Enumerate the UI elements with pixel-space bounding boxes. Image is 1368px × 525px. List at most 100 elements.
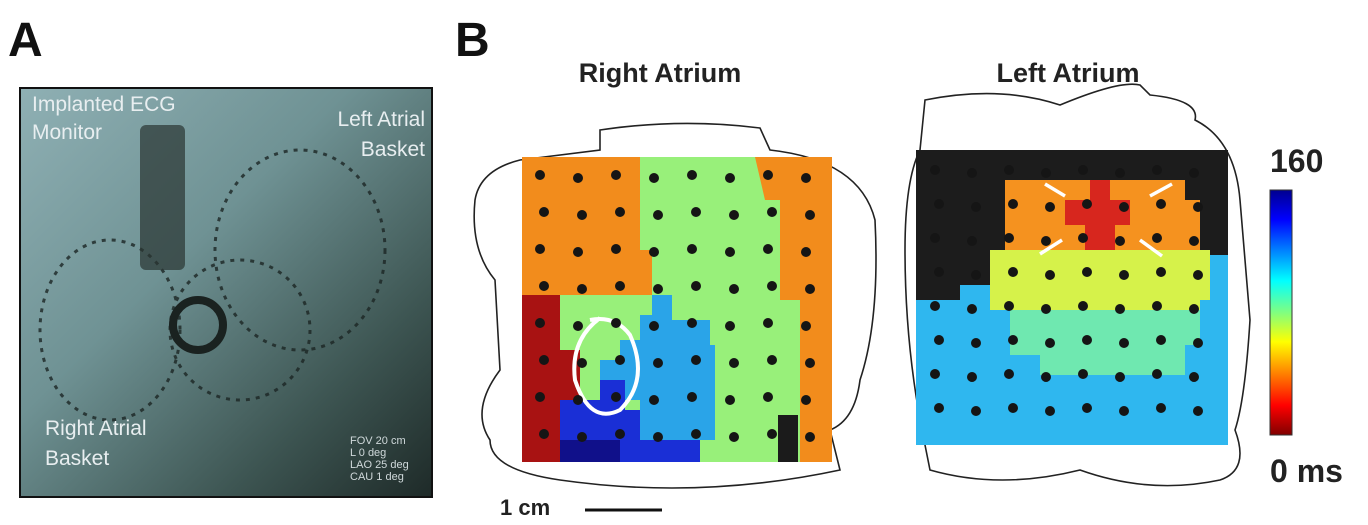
electrode-dot <box>967 236 977 246</box>
electrode-dot <box>653 358 663 368</box>
electrode-dot <box>1115 236 1125 246</box>
electrode-dot <box>573 173 583 183</box>
electrode-dot <box>1082 403 1092 413</box>
electrode-dot <box>725 395 735 405</box>
electrode-dot <box>691 429 701 439</box>
electrode-dot <box>801 395 811 405</box>
fluoro-info: L 0 deg <box>350 447 386 459</box>
electrode-dot <box>1082 199 1092 209</box>
electrode-dot <box>691 207 701 217</box>
electrode-dot <box>535 318 545 328</box>
electrode-dot <box>1156 335 1166 345</box>
electrode-dot <box>577 210 587 220</box>
electrode-dot <box>801 247 811 257</box>
electrode-dot <box>1004 301 1014 311</box>
fluoro-info: CAU 1 deg <box>350 471 404 483</box>
electrode-dot <box>573 247 583 257</box>
electrode-dot <box>1041 168 1051 178</box>
electrode-dot <box>801 321 811 331</box>
electrode-dot <box>649 395 659 405</box>
electrode-dot <box>1008 403 1018 413</box>
electrode-dot <box>535 392 545 402</box>
electrode-dot <box>573 395 583 405</box>
electrode-dot <box>1045 202 1055 212</box>
annotation: Implanted ECG <box>32 93 176 116</box>
electrode-dot <box>1119 338 1129 348</box>
annotation: Left Atrial <box>337 108 425 131</box>
electrode-dot <box>971 406 981 416</box>
electrode-dot <box>1189 236 1199 246</box>
annotation: Right Atrial <box>45 417 147 440</box>
electrode-dot <box>1193 338 1203 348</box>
electrode-dot <box>577 284 587 294</box>
electrode-dot <box>653 284 663 294</box>
electrode-dot <box>535 244 545 254</box>
electrode-dot <box>1156 403 1166 413</box>
electrode-dot <box>805 432 815 442</box>
electrode-dot <box>539 281 549 291</box>
electrode-dot <box>934 199 944 209</box>
electrode-dot <box>1082 267 1092 277</box>
electrode-dot <box>539 207 549 217</box>
scale-bar-label: 1 cm <box>500 495 550 520</box>
panel-label: A <box>8 14 43 67</box>
electrode-dot <box>763 318 773 328</box>
electrode-dot <box>763 392 773 402</box>
annotation: Basket <box>361 138 425 161</box>
colorbar-min: 0 ms <box>1270 453 1343 489</box>
electrode-dot <box>729 358 739 368</box>
colorbar <box>1270 190 1292 435</box>
electrode-dot <box>805 358 815 368</box>
electrode-dot <box>1008 267 1018 277</box>
electrode-dot <box>611 392 621 402</box>
electrode-dot <box>611 318 621 328</box>
electrode-dot <box>687 244 697 254</box>
electrode-dot <box>535 170 545 180</box>
electrode-dot <box>687 392 697 402</box>
electrode-dot <box>1008 335 1018 345</box>
electrode-dot <box>615 429 625 439</box>
electrode-dot <box>1189 168 1199 178</box>
electrode-dot <box>1004 165 1014 175</box>
electrode-dot <box>1156 267 1166 277</box>
ecg-monitor-device <box>140 125 185 270</box>
electrode-dot <box>805 210 815 220</box>
electrode-dot <box>934 335 944 345</box>
electrode-dot <box>729 284 739 294</box>
electrode-dot <box>1078 301 1088 311</box>
electrode-dot <box>967 372 977 382</box>
electrode-dot <box>729 210 739 220</box>
electrode-dot <box>539 355 549 365</box>
electrode-dot <box>725 247 735 257</box>
electrode-dot <box>1119 406 1129 416</box>
electrode-dot <box>649 173 659 183</box>
electrode-dot <box>930 301 940 311</box>
electrode-dot <box>1156 199 1166 209</box>
electrode-dot <box>539 429 549 439</box>
electrode-dot <box>1193 202 1203 212</box>
map-title: Left Atrium <box>997 58 1140 88</box>
activation-map-right <box>522 157 832 462</box>
electrode-dot <box>767 429 777 439</box>
electrode-dot <box>573 321 583 331</box>
electrode-dot <box>805 284 815 294</box>
annotation: Basket <box>45 447 109 470</box>
electrode-dot <box>971 338 981 348</box>
electrode-dot <box>615 355 625 365</box>
electrode-dot <box>801 173 811 183</box>
electrode-dot <box>729 432 739 442</box>
map-title: Right Atrium <box>579 58 741 88</box>
electrode-dot <box>1041 236 1051 246</box>
electrode-dot <box>1152 233 1162 243</box>
electrode-dot <box>967 304 977 314</box>
electrode-dot <box>767 207 777 217</box>
electrode-dot <box>1152 301 1162 311</box>
electrode-dot <box>653 432 663 442</box>
electrode-dot <box>649 321 659 331</box>
electrode-dot <box>1078 369 1088 379</box>
electrode-dot <box>615 281 625 291</box>
electrode-dot <box>691 355 701 365</box>
electrode-dot <box>725 321 735 331</box>
electrode-dot <box>1189 304 1199 314</box>
electrode-dot <box>930 369 940 379</box>
